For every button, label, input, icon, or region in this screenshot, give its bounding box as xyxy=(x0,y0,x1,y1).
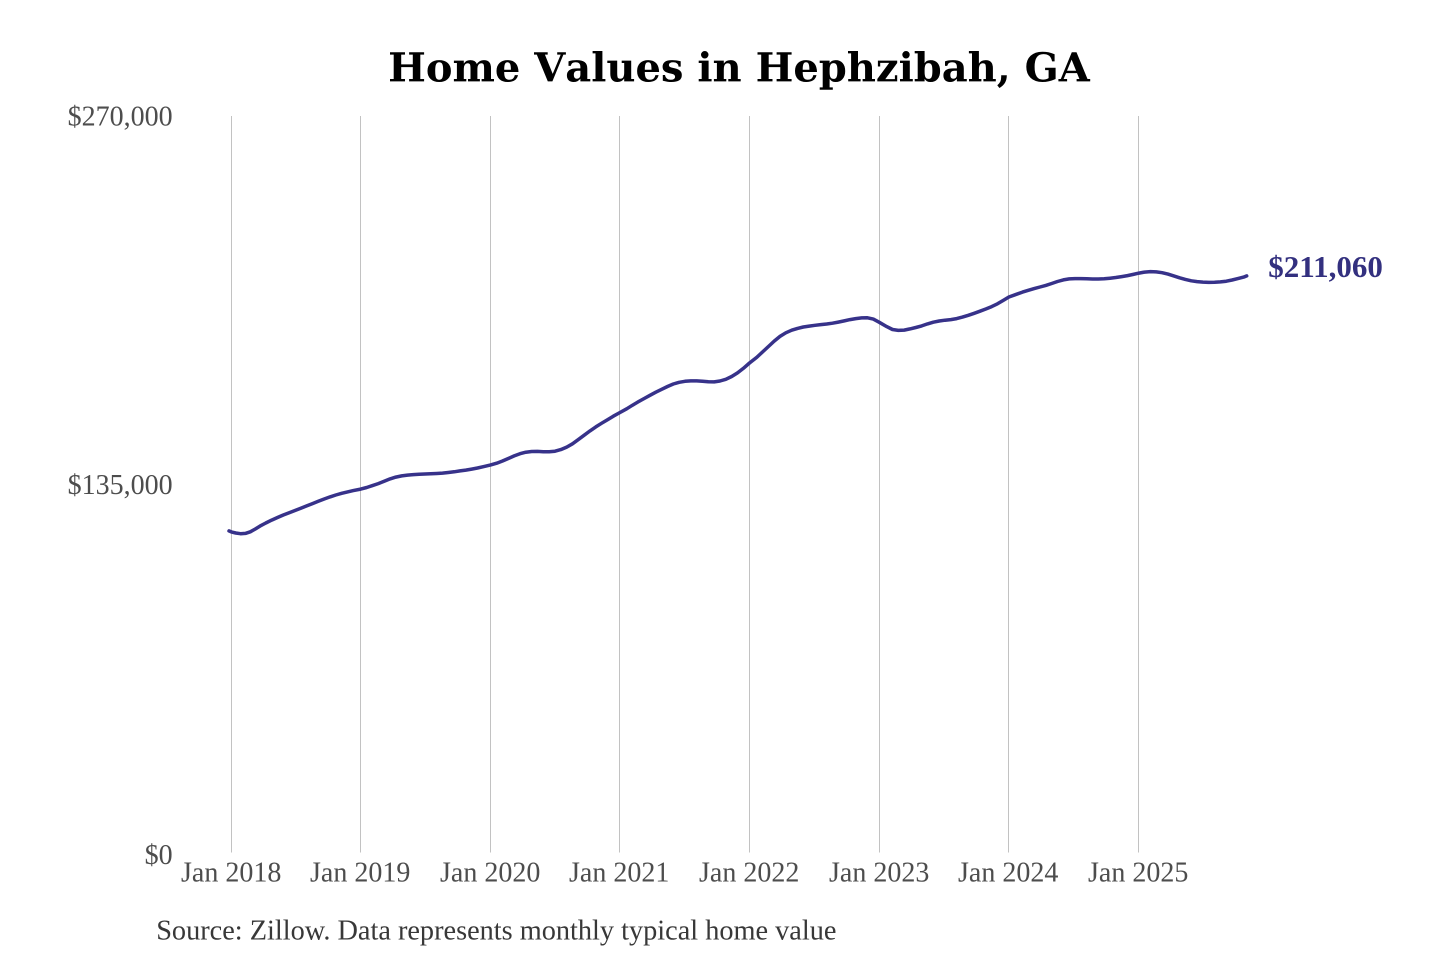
svg-text:Jan 2023: Jan 2023 xyxy=(829,858,929,889)
svg-text:Jan 2018: Jan 2018 xyxy=(181,858,281,889)
svg-text:Jan 2024: Jan 2024 xyxy=(958,858,1058,889)
svg-text:Jan 2020: Jan 2020 xyxy=(440,858,540,889)
svg-text:Jan 2025: Jan 2025 xyxy=(1088,858,1188,889)
svg-text:Jan 2019: Jan 2019 xyxy=(310,858,410,889)
svg-text:Jan 2021: Jan 2021 xyxy=(569,858,669,889)
svg-text:Source: Zillow. Data represent: Source: Zillow. Data represents monthly … xyxy=(156,915,836,946)
svg-text:$135,000: $135,000 xyxy=(68,470,173,501)
svg-text:$211,060: $211,060 xyxy=(1268,249,1383,284)
svg-text:Jan 2022: Jan 2022 xyxy=(699,858,799,889)
svg-text:$0: $0 xyxy=(145,840,173,871)
svg-text:$270,000: $270,000 xyxy=(68,102,173,133)
